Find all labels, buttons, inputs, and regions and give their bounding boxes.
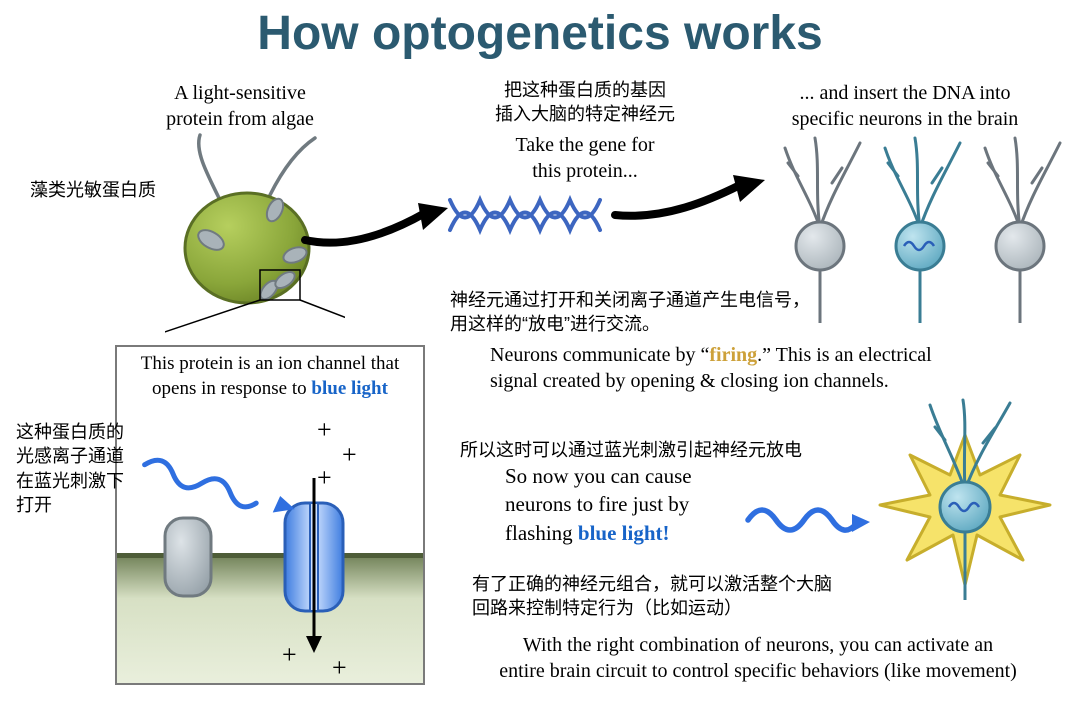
svg-text:+: +	[317, 463, 332, 492]
svg-text:+: +	[282, 640, 297, 669]
label-gene-cn: 把这种蛋白质的基因插入大脑的特定神经元	[455, 78, 715, 127]
label-bottom-en: With the right combination of neurons, y…	[438, 632, 1078, 684]
label-insert-en: ... and insert the DNA intospecific neur…	[745, 80, 1065, 132]
label-algae-cn: 藻类光敏蛋白质	[30, 178, 156, 202]
label-so-cn: 所以这时可以通过蓝光刺激引起神经元放电	[460, 438, 802, 462]
firing-neuron-illustration	[855, 395, 1075, 605]
dna-icon	[445, 190, 605, 238]
label-firing-en: Neurons communicate by “firing.” This is…	[490, 342, 1070, 394]
svg-text:+: +	[332, 653, 347, 682]
neurons-illustration	[770, 128, 1070, 328]
page-title: How optogenetics works	[0, 6, 1080, 61]
panel-caption-en: This protein is an ion channel thatopens…	[122, 352, 418, 401]
svg-text:+: +	[317, 415, 332, 444]
arrow-dna-to-neurons	[610, 170, 770, 240]
panel-caption-cn: 这种蛋白质的光感离子通道在蓝光刺激下打开	[16, 420, 124, 517]
label-bottom-cn: 有了正确的神经元组合，就可以激活整个大脑回路来控制特定行为（比如运动）	[472, 572, 832, 621]
ion-channel-illustration: + + + + +	[117, 408, 423, 683]
svg-text:+: +	[342, 440, 357, 469]
label-so-en: So now you can cause neurons to fire jus…	[505, 462, 692, 547]
arrow-algae-to-dna	[300, 195, 450, 265]
label-firing-cn: 神经元通过打开和关闭离子通道产生电信号，用这样的“放电”进行交流。	[450, 288, 810, 337]
label-algae-en: A light-sensitiveprotein from algae	[130, 80, 350, 132]
blue-light-wave-icon	[740, 490, 870, 545]
